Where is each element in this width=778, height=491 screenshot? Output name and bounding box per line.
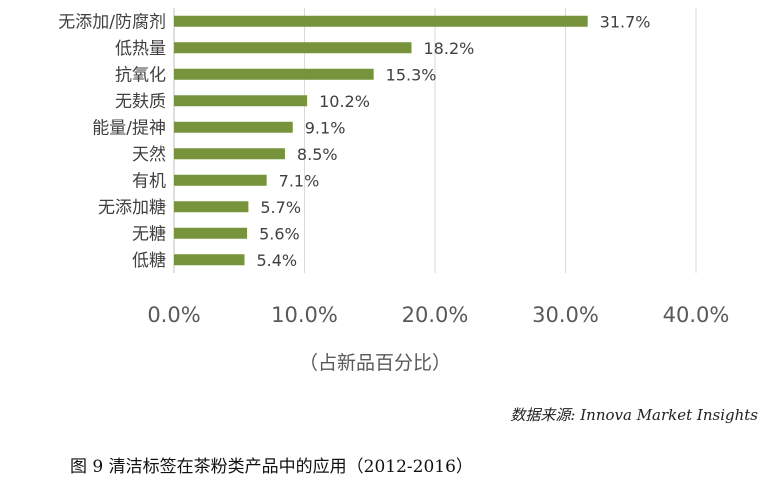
bar bbox=[174, 227, 248, 239]
data-label: 10.2% bbox=[319, 92, 370, 111]
bar bbox=[174, 201, 249, 213]
category-label: 能量/提神 bbox=[92, 118, 166, 138]
data-label: 5.6% bbox=[259, 224, 300, 243]
data-labels: 31.7% 18.2% 15.3% 10.2% 9.1% 8.5% 7.1% 5.7% 5.6%… bbox=[256, 12, 650, 270]
bar bbox=[174, 68, 374, 80]
x-tick-label: 30.0% bbox=[532, 303, 599, 327]
data-label: 15.3% bbox=[386, 65, 437, 84]
data-label: 8.5% bbox=[297, 145, 338, 164]
x-tick-label: 0.0% bbox=[147, 303, 200, 327]
figure-caption: 图 9 清洁标签在茶粉类产品中的应用（2012-2016） bbox=[70, 457, 473, 477]
category-label: 天然 bbox=[132, 145, 166, 165]
data-label: 9.1% bbox=[305, 118, 346, 137]
category-label: 无添加糖 bbox=[98, 198, 166, 218]
source-note: 数据来源: Innova Market Insights bbox=[510, 406, 758, 424]
x-tick-label: 40.0% bbox=[663, 303, 730, 327]
bar bbox=[174, 15, 588, 27]
category-label: 无添加/防腐剂 bbox=[58, 12, 166, 32]
bar bbox=[174, 121, 293, 133]
x-tick-labels: 0.0% 10.0% 20.0% 30.0% 40.0% bbox=[147, 303, 729, 327]
data-label: 31.7% bbox=[600, 12, 651, 31]
bar bbox=[174, 95, 308, 107]
data-label: 18.2% bbox=[424, 39, 475, 58]
data-label: 5.7% bbox=[260, 198, 301, 217]
category-label: 无糖 bbox=[132, 224, 166, 244]
category-label: 无麸质 bbox=[115, 92, 166, 112]
category-label: 低热量 bbox=[115, 39, 166, 59]
bars bbox=[174, 15, 588, 266]
bar bbox=[174, 148, 285, 160]
data-label: 7.1% bbox=[279, 171, 320, 190]
category-label: 有机 bbox=[132, 171, 166, 191]
category-label: 抗氧化 bbox=[115, 65, 166, 85]
x-tick-label: 10.0% bbox=[271, 303, 338, 327]
bar bbox=[174, 254, 245, 266]
bar bbox=[174, 42, 412, 54]
x-axis-label: （占新品百分比） bbox=[299, 352, 451, 374]
category-label: 低糖 bbox=[132, 251, 166, 271]
data-label: 5.4% bbox=[256, 251, 297, 270]
bar bbox=[174, 174, 267, 186]
x-tick-label: 20.0% bbox=[402, 303, 469, 327]
